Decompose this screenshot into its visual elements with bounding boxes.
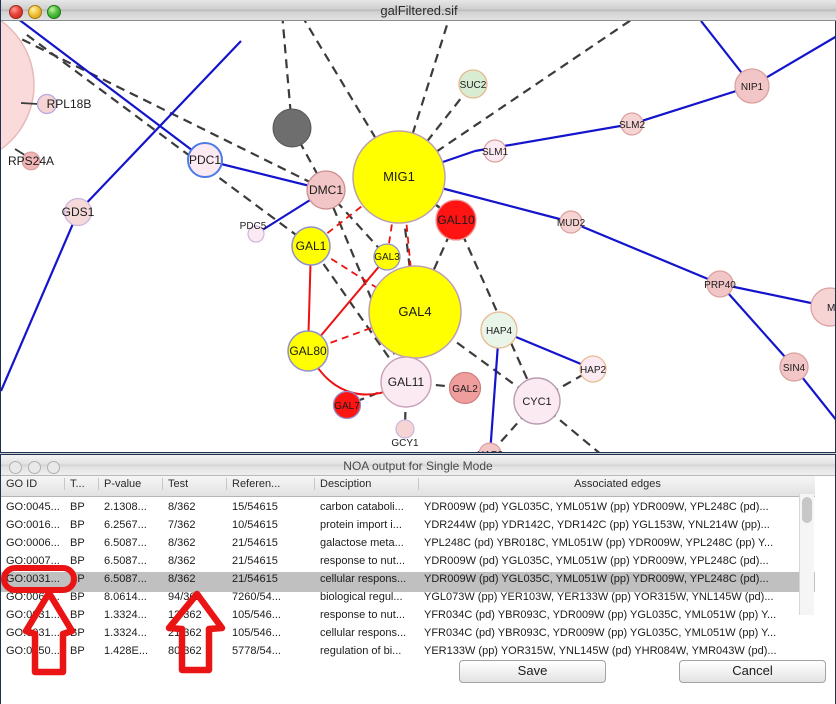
svg-text:NIP1: NIP1 (741, 82, 764, 93)
svg-text:GDS1: GDS1 (62, 205, 95, 219)
svg-text:RPS24A: RPS24A (8, 154, 54, 168)
svg-text:HAP3: HAP3 (477, 450, 504, 452)
svg-text:PDC1: PDC1 (189, 153, 221, 167)
svg-text:GAL7: GAL7 (334, 401, 360, 412)
svg-text:MUD2: MUD2 (557, 218, 586, 229)
svg-text:RPL18B: RPL18B (47, 97, 92, 111)
svg-text:PRP40: PRP40 (704, 280, 736, 291)
svg-text:MSI: MSI (827, 303, 835, 314)
svg-text:GAL2: GAL2 (452, 384, 478, 395)
svg-text:SLM1: SLM1 (482, 147, 509, 158)
svg-text:HAP4: HAP4 (486, 326, 513, 337)
svg-text:SIN4: SIN4 (783, 363, 806, 374)
svg-text:GCY1: GCY1 (391, 438, 419, 449)
svg-text:GAL80: GAL80 (289, 344, 327, 358)
svg-text:DMC1: DMC1 (309, 183, 343, 197)
svg-text:CYC1: CYC1 (522, 396, 551, 408)
svg-text:GAL4: GAL4 (398, 304, 431, 319)
svg-text:SUC2: SUC2 (460, 80, 487, 91)
svg-text:GAL11: GAL11 (388, 375, 425, 389)
svg-text:MIG1: MIG1 (383, 169, 415, 184)
svg-text:GAL10: GAL10 (437, 213, 475, 227)
svg-text:GAL3: GAL3 (374, 252, 400, 263)
svg-text:PDC5: PDC5 (240, 221, 267, 232)
svg-text:GAL1: GAL1 (296, 239, 327, 253)
svg-text:HAP2: HAP2 (580, 365, 607, 376)
svg-text:SLM2: SLM2 (619, 120, 646, 131)
